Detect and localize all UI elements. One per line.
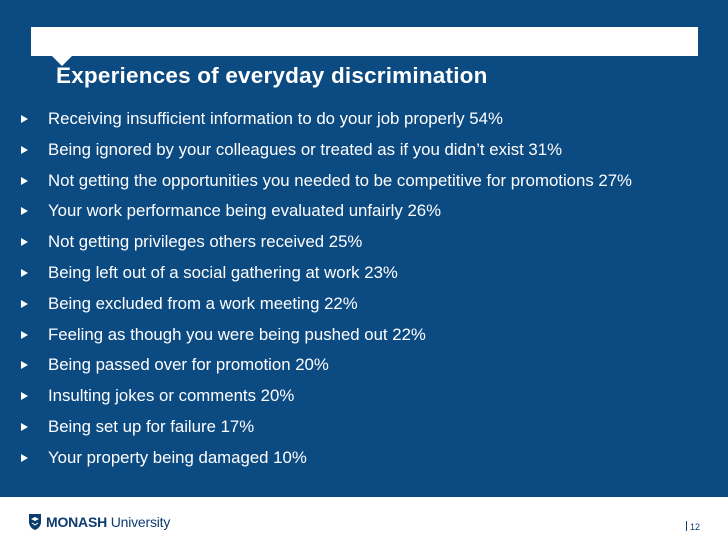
bullet-text: Your property being damaged 10% [48, 447, 307, 467]
content-panel: Experiences of everyday discrimination R… [0, 0, 728, 497]
bullet-item: Not getting privileges others received 2… [21, 232, 711, 252]
bullet-text: Your work performance being evaluated un… [48, 201, 442, 221]
bullet-item: Insulting jokes or comments 20% [21, 386, 711, 406]
triangle-bullet-icon [21, 422, 28, 431]
wordmark-bold: MONASH [46, 514, 108, 530]
triangle-bullet-icon [21, 145, 28, 154]
slide-title: Experiences of everyday discrimination [56, 63, 488, 88]
slide-footer: MONASH University 12 [0, 497, 728, 546]
monash-shield-icon [29, 514, 41, 530]
bullet-item: Being passed over for promotion 20% [21, 355, 711, 375]
triangle-bullet-icon [21, 361, 28, 370]
wordmark-light: University [107, 514, 171, 530]
triangle-bullet-icon [21, 207, 28, 216]
triangle-bullet-icon [21, 330, 28, 339]
bullet-item: Being ignored by your colleagues or trea… [21, 140, 711, 160]
bullet-item: Your property being damaged 10% [21, 448, 711, 468]
bullet-text: Not getting the opportunities you needed… [48, 170, 632, 190]
page-number-value: 12 [689, 522, 700, 532]
bullet-item: Feeling as though you were being pushed … [21, 325, 711, 345]
title-band [31, 27, 698, 56]
bullet-item: Being excluded from a work meeting 22% [21, 294, 711, 314]
bullet-text: Being ignored by your colleagues or trea… [48, 139, 562, 159]
bullet-item: Being left out of a social gathering at … [21, 263, 711, 283]
bullet-text: Being passed over for promotion 20% [48, 355, 329, 375]
university-wordmark: MONASH University [46, 514, 170, 530]
triangle-bullet-icon [21, 299, 28, 308]
triangle-bullet-icon [21, 392, 28, 401]
page-number: 12 [685, 521, 700, 532]
triangle-bullet-icon [21, 268, 28, 277]
bullet-text: Feeling as though you were being pushed … [48, 324, 426, 344]
bullet-text: Being excluded from a work meeting 22% [48, 293, 358, 313]
bullet-text: Receiving insufficient information to do… [48, 109, 503, 128]
triangle-bullet-icon [21, 115, 28, 123]
triangle-bullet-icon [21, 176, 28, 185]
bullet-text: Being set up for failure 17% [48, 416, 255, 436]
monash-logo: MONASH University [28, 513, 170, 531]
bullet-list: Receiving insufficient information to do… [21, 109, 711, 479]
bullet-item: Not getting the opportunities you needed… [21, 171, 711, 191]
title-notch [51, 55, 73, 66]
bullet-text: Insulting jokes or comments 20% [48, 386, 295, 406]
bullet-text: Not getting privileges others received 2… [48, 232, 363, 252]
triangle-bullet-icon [21, 238, 28, 247]
bullet-text: Being left out of a social gathering at … [48, 262, 398, 282]
triangle-bullet-icon [21, 453, 28, 462]
page-number-divider [685, 521, 687, 531]
bullet-item: Your work performance being evaluated un… [21, 201, 711, 221]
bullet-item: Being set up for failure 17% [21, 417, 711, 437]
bullet-item: Receiving insufficient information to do… [21, 109, 711, 129]
